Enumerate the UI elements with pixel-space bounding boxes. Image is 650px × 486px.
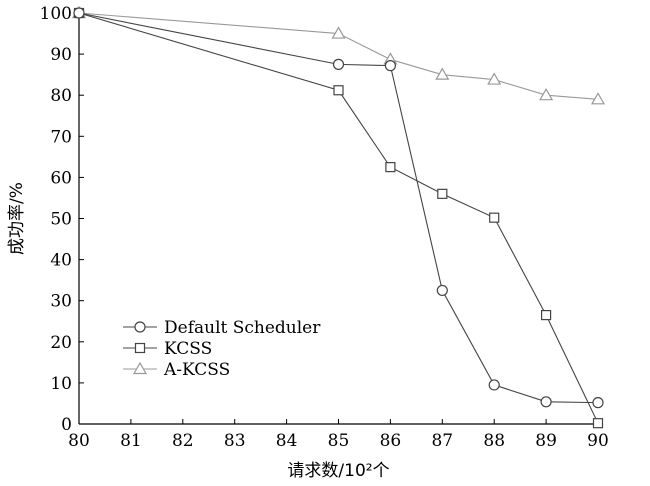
data-point-a-kcss <box>539 87 554 101</box>
y-tick-label: 90 <box>50 45 72 65</box>
series-line-kcss <box>78 12 599 424</box>
data-point-a-kcss <box>590 92 606 105</box>
series-kcss <box>73 7 604 429</box>
axis-ticks: 80 81 82 83 84 85 86 87 88 89 90 0 10 20 30 40 50 60 70 80 9… <box>40 4 609 451</box>
data-point-kcss <box>385 162 396 173</box>
y-tick-label: 10 <box>50 374 72 394</box>
data-point-kcss <box>592 418 604 429</box>
x-axis-title: 请求数/10²个 <box>287 461 389 481</box>
data-point-default-scheduler <box>332 58 345 70</box>
data-point-default-scheduler <box>73 7 85 19</box>
y-tick-label: 20 <box>50 333 72 353</box>
y-tick-label: 30 <box>50 292 72 312</box>
series-line-default-scheduler <box>78 12 599 404</box>
x-tick-label: 90 <box>587 431 609 451</box>
legend-item-a-kcss: A-KCSS <box>123 360 230 380</box>
y-tick-label: 80 <box>50 86 72 106</box>
data-point-kcss <box>437 188 448 199</box>
legend-item-default-scheduler: Default Scheduler <box>123 318 321 338</box>
series-default-scheduler <box>73 7 604 409</box>
y-tick-label: 100 <box>40 4 72 24</box>
x-tick-label: 89 <box>535 431 557 451</box>
legend-marker <box>134 342 146 354</box>
x-tick-label: 84 <box>276 431 298 451</box>
legend-label: KCSS <box>164 339 212 359</box>
legend-item-kcss: KCSS <box>123 339 212 359</box>
data-point-a-kcss <box>487 72 502 85</box>
y-tick-label: 50 <box>50 210 72 230</box>
x-tick-label: 87 <box>431 431 453 451</box>
data-point-a-kcss <box>331 26 346 39</box>
x-tick-label: 88 <box>483 431 505 451</box>
data-point-default-scheduler <box>384 60 396 72</box>
x-tick-label: 82 <box>172 431 194 451</box>
x-tick-label: 81 <box>120 431 142 451</box>
data-point-kcss <box>489 212 500 223</box>
y-tick-label: 0 <box>61 415 72 435</box>
legend-marker <box>134 321 146 333</box>
y-tick-label: 60 <box>50 168 72 188</box>
data-point-kcss <box>540 309 552 321</box>
data-point-default-scheduler <box>436 284 448 297</box>
series-a-kcss <box>71 5 606 105</box>
x-tick-label: 85 <box>328 431 350 451</box>
data-point-default-scheduler <box>488 379 500 391</box>
data-point-default-scheduler <box>540 396 552 408</box>
y-axis-title: 成功率/% <box>7 182 27 255</box>
x-tick-label: 83 <box>224 431 246 451</box>
y-tick-label: 40 <box>50 251 72 271</box>
series-layer <box>71 5 606 429</box>
legend-label: A-KCSS <box>163 360 230 380</box>
x-tick-label: 80 <box>68 431 90 451</box>
data-point-default-scheduler <box>592 397 604 409</box>
data-point-kcss <box>333 85 344 96</box>
x-tick-label: 86 <box>380 431 402 451</box>
axes <box>78 13 598 425</box>
legend-label: Default Scheduler <box>164 318 321 338</box>
y-tick-label: 70 <box>50 127 72 147</box>
legend-marker <box>132 361 148 375</box>
data-point-a-kcss <box>435 67 450 80</box>
